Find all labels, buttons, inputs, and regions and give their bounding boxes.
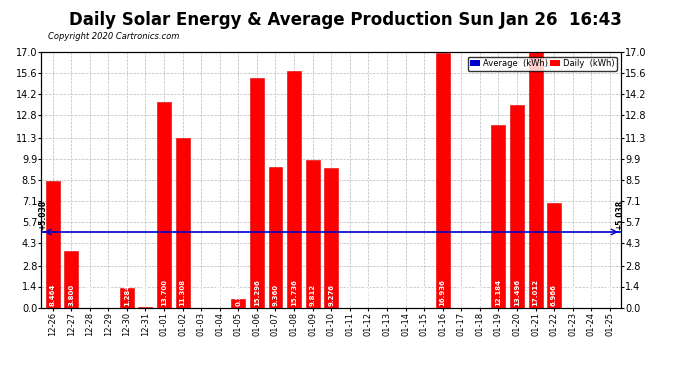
Text: 0.000: 0.000 [347, 284, 353, 306]
Bar [435, 54, 450, 307]
Text: 6.966: 6.966 [551, 284, 557, 306]
Bar [46, 180, 59, 308]
Text: 0.000: 0.000 [217, 284, 223, 306]
Bar [64, 251, 78, 308]
Bar [324, 168, 338, 308]
Text: 9.360: 9.360 [273, 284, 279, 306]
Text: 0.000: 0.000 [589, 284, 594, 306]
Bar [529, 53, 542, 308]
Text: Daily Solar Energy & Average Production Sun Jan 26  16:43: Daily Solar Energy & Average Production … [68, 11, 622, 29]
Bar [287, 72, 301, 308]
Legend: Average  (kWh), Daily  (kWh): Average (kWh), Daily (kWh) [468, 57, 617, 70]
Text: 11.308: 11.308 [179, 279, 186, 306]
Bar [157, 102, 171, 308]
Text: 9.812: 9.812 [310, 284, 315, 306]
Text: 15.296: 15.296 [254, 279, 260, 306]
Bar [491, 125, 505, 308]
Text: 0.000: 0.000 [570, 284, 575, 306]
Text: 15.736: 15.736 [291, 279, 297, 306]
Text: 1.284: 1.284 [124, 284, 130, 306]
Text: 13.496: 13.496 [514, 279, 520, 306]
Text: 8.464: 8.464 [50, 284, 56, 306]
Text: +5.038: +5.038 [615, 200, 624, 230]
Text: 0.000: 0.000 [421, 284, 427, 306]
Bar [231, 299, 245, 307]
Bar [306, 160, 319, 308]
Text: 0.000: 0.000 [384, 284, 390, 306]
Text: 17.012: 17.012 [533, 279, 539, 306]
Text: 3.800: 3.800 [68, 284, 74, 306]
Text: 0.000: 0.000 [402, 284, 408, 306]
Text: 0.000: 0.000 [607, 284, 613, 306]
Text: 13.700: 13.700 [161, 279, 167, 306]
Text: +5.038: +5.038 [38, 200, 47, 230]
Text: 16.936: 16.936 [440, 279, 446, 306]
Text: 12.184: 12.184 [495, 279, 502, 306]
Text: 0.016: 0.016 [142, 284, 148, 306]
Bar [250, 78, 264, 308]
Text: 0.548: 0.548 [235, 284, 242, 306]
Text: Copyright 2020 Cartronics.com: Copyright 2020 Cartronics.com [48, 32, 179, 41]
Bar [268, 167, 282, 308]
Text: 0.000: 0.000 [477, 284, 483, 306]
Bar [547, 203, 561, 308]
Text: 9.276: 9.276 [328, 284, 334, 306]
Text: 0.000: 0.000 [198, 284, 204, 306]
Text: 0.000: 0.000 [458, 284, 464, 306]
Text: 0.000: 0.000 [365, 284, 371, 306]
Text: 0.000: 0.000 [87, 284, 92, 306]
Text: 0.000: 0.000 [106, 284, 111, 306]
Bar [510, 105, 524, 308]
Bar [176, 138, 190, 308]
Bar [120, 288, 134, 308]
